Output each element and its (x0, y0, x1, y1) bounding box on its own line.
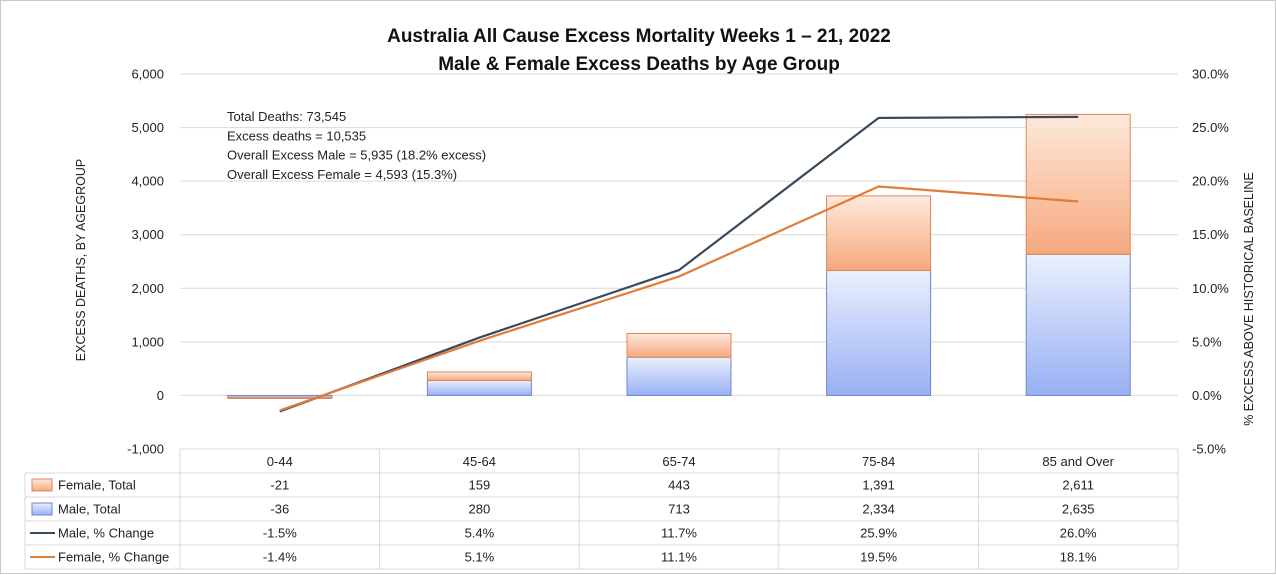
x-tick-label: 75-84 (862, 454, 895, 469)
table-cell: 11.7% (661, 526, 697, 541)
chart-subtitle: Male & Female Excess Deaths by Age Group (438, 54, 840, 75)
x-tick-label: 65-74 (662, 454, 695, 469)
right-tick-label: 30.0% (1192, 67, 1229, 82)
x-tick-label: 85 and Over (1042, 454, 1114, 469)
table-cell: 2,334 (862, 502, 895, 517)
right-tick-label: 20.0% (1192, 174, 1229, 189)
right-tick-label: 5.0% (1192, 334, 1222, 349)
left-tick-label: 3,000 (131, 227, 164, 242)
left-tick-label: 4,000 (131, 174, 164, 189)
table-cell: 443 (668, 478, 690, 493)
bar-male-total (626, 356, 732, 396)
legend-swatch (31, 478, 53, 492)
bar-male-total (826, 269, 932, 396)
data-table: 0-44 45-64 65-74 75-84 85 and Over Female, To… (24, 448, 1179, 570)
line-male-change (279, 115, 1079, 413)
x-tick-label: 45-64 (463, 454, 496, 469)
legend-swatch (31, 502, 53, 516)
table-cell: 159 (469, 478, 491, 493)
annotation-line: Excess deaths = 10,535 (227, 128, 366, 143)
annotation-line: Overall Excess Female = 4,593 (15.3%) (227, 167, 457, 182)
left-tick-label: 1,000 (131, 334, 164, 349)
bar-series (227, 113, 1131, 399)
bar-female-total (626, 333, 732, 358)
table-cell: 280 (469, 502, 491, 517)
legend-label: Male, % Change (58, 526, 154, 541)
table-cell: -36 (270, 502, 289, 517)
table-cell: 25.9% (860, 526, 897, 541)
table-cell: 2,611 (1062, 478, 1094, 493)
bar-male-total (1025, 253, 1131, 396)
left-axis-ticks: 6,000 5,000 4,000 3,000 2,000 1,000 0 -1,000 (127, 67, 164, 457)
right-axis-ticks: 30.0% 25.0% 20.0% 15.0% 10.0% 5.0% 0.0% -5.0% (1192, 67, 1229, 457)
legend-label: Male, Total (58, 502, 121, 517)
chart-annotations: Total Deaths: 73,545 Excess deaths = 10,5… (227, 109, 486, 182)
table-cell: 5.4% (465, 526, 495, 541)
right-tick-label: 15.0% (1192, 227, 1229, 242)
table-cell: 713 (668, 502, 690, 517)
left-tick-label: 5,000 (131, 120, 164, 135)
table-cell: -1.5% (263, 526, 297, 541)
right-tick-label: 10.0% (1192, 281, 1229, 296)
table-cell: 11.1% (661, 550, 697, 565)
left-tick-label: 2,000 (131, 281, 164, 296)
x-tick-label: 0-44 (267, 454, 293, 469)
legend-label: Female, % Change (58, 550, 169, 565)
table-cell: 26.0% (1060, 526, 1097, 541)
table-cell: 18.1% (1060, 550, 1097, 565)
table-cell: 1,391 (862, 478, 895, 493)
line-series (279, 115, 1079, 413)
right-axis-title: % EXCESS ABOVE HISTORICAL BASELINE (1242, 172, 1256, 426)
bar-male-total (426, 379, 532, 396)
table-cell: -1.4% (263, 550, 297, 565)
bar-female-total (426, 371, 532, 381)
chart-title: Australia All Cause Excess Mortality Wee… (387, 26, 891, 47)
table-cell: 19.5% (860, 550, 897, 565)
bar-female-total (227, 396, 333, 399)
left-tick-label: 0 (157, 388, 164, 403)
left-tick-label: 6,000 (131, 67, 164, 82)
table-cell: 2,635 (1062, 502, 1095, 517)
left-axis-title: EXCESS DEATHS, BY AGEGROUP (74, 159, 88, 361)
table-cell: -21 (270, 478, 289, 493)
bar-female-total (1025, 113, 1131, 255)
right-tick-label: -5.0% (1192, 442, 1226, 457)
annotation-line: Total Deaths: 73,545 (227, 109, 346, 124)
legend-label: Female, Total (58, 478, 136, 493)
right-tick-label: 0.0% (1192, 388, 1222, 403)
line-female-change (279, 185, 1079, 412)
annotation-line: Overall Excess Male = 5,935 (18.2% exces… (227, 148, 486, 163)
right-tick-label: 25.0% (1192, 120, 1229, 135)
bar-female-total (826, 195, 932, 271)
left-tick-label: -1,000 (127, 442, 164, 457)
table-cell: 5.1% (465, 550, 495, 565)
